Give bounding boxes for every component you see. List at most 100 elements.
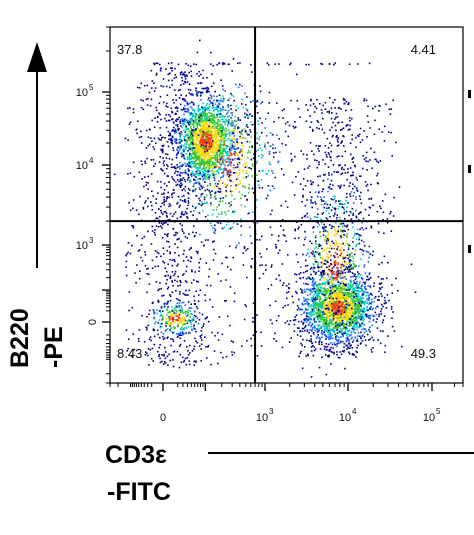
event-dot [366,305,369,308]
event-dot [197,140,200,142]
event-dot [310,298,313,300]
event-dot [190,123,192,126]
event-dot [342,275,344,278]
event-dot [162,78,165,80]
event-dot [218,103,221,106]
event-dot [222,150,224,152]
event-dot [203,147,206,150]
event-dot [211,158,213,161]
event-dot [173,274,175,277]
event-dot [185,125,187,128]
event-dot [229,97,231,100]
event-dot [327,289,329,291]
event-dot [223,148,225,151]
event-dot [344,312,347,314]
event-dot [308,255,311,258]
event-dot [227,172,229,175]
event-dot [191,148,194,150]
event-dot [340,203,342,205]
event-dot [265,269,267,271]
event-dot [350,282,352,284]
event-dot [212,152,215,154]
event-dot [326,314,329,317]
event-dot [193,109,196,112]
event-dot [354,313,357,316]
event-dot [257,149,259,151]
event-dot [237,119,240,121]
event-dot [323,239,326,241]
event-dot [341,226,344,228]
event-dot [336,319,338,322]
event-dot [320,283,322,286]
event-dot [354,299,356,301]
event-dot [231,147,234,149]
event-dot [161,202,164,205]
event-dot [159,215,161,218]
event-dot [339,254,342,257]
event-dot [362,334,364,336]
event-dot [333,277,336,280]
event-dot [223,133,226,136]
event-dot [181,126,184,129]
event-dot [203,244,205,247]
event-dot [319,256,322,259]
event-dot [186,217,189,220]
event-dot [326,336,329,338]
event-dot [338,308,341,311]
event-dot [221,138,224,140]
event-dot [217,133,220,135]
event-dot [216,216,218,218]
event-dot [201,152,204,154]
event-dot [330,306,333,309]
event-dot [152,301,154,304]
event-dot [214,195,216,197]
event-dot [201,125,203,127]
event-dot [347,288,349,291]
event-dot [205,125,208,128]
event-dot [343,288,345,291]
event-dot [225,224,228,226]
event-dot [244,166,247,169]
event-dot [205,170,207,173]
event-dot [264,147,267,150]
event-dot [231,120,233,122]
event-dot [200,117,202,119]
event-dot [352,267,354,270]
event-dot [140,82,143,85]
event-dot [311,328,314,331]
event-dot [353,305,355,308]
event-dot [189,65,192,67]
event-dot [220,158,223,160]
event-dot [154,229,156,231]
event-dot [368,256,370,259]
event-dot [353,329,355,331]
event-dot [306,339,308,341]
event-dot [198,112,201,115]
event-dot [325,289,327,291]
event-dot [146,316,148,318]
event-dot [195,159,198,162]
event-dot [239,119,242,121]
event-dot [258,184,260,186]
event-dot [376,305,378,308]
event-dot [199,39,201,42]
event-dot [167,241,170,243]
event-dot [325,335,327,338]
event-dot [196,181,198,184]
event-dot [242,171,244,174]
event-dot [188,143,190,146]
event-dot [245,161,248,164]
event-dot [338,281,341,284]
event-dot [231,114,234,116]
event-dot [312,263,315,265]
event-dot [201,163,204,165]
event-dot [199,184,202,187]
event-dot [395,277,397,280]
event-dot [383,296,386,299]
event-dot [260,179,263,181]
event-dot [340,333,343,335]
event-dot [222,158,225,160]
event-dot [358,317,361,320]
event-dot [355,198,357,200]
event-dot [328,241,330,243]
